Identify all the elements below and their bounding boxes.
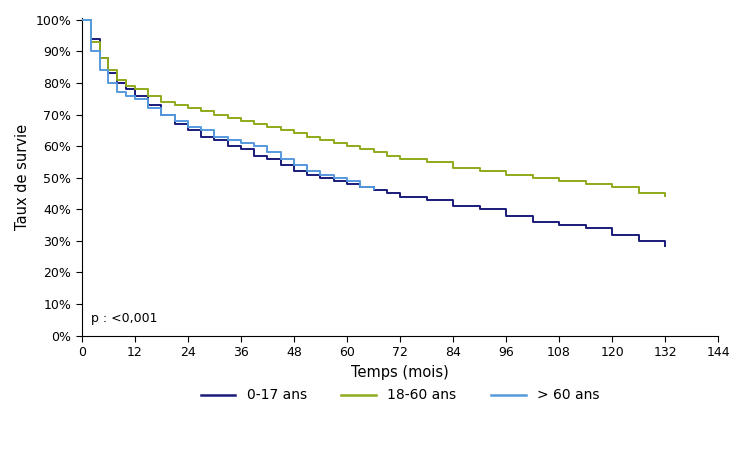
Text: p : <0,001: p : <0,001 [91,312,157,324]
Y-axis label: Taux de survie: Taux de survie [15,124,30,230]
X-axis label: Temps (mois): Temps (mois) [351,364,449,380]
Legend: 0-17 ans, 18-60 ans, > 60 ans: 0-17 ans, 18-60 ans, > 60 ans [195,383,605,408]
